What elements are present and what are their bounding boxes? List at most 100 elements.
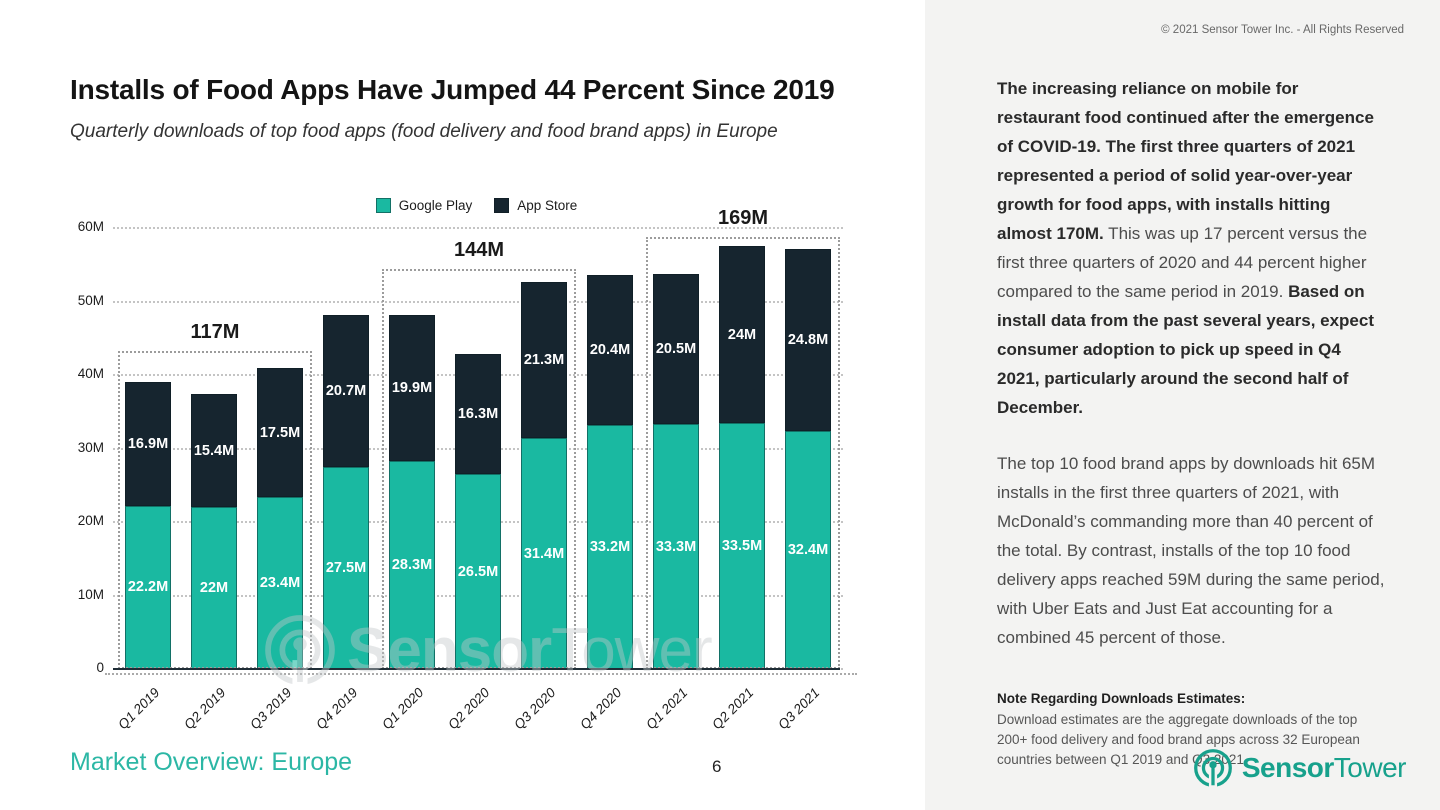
slide-footer-label: Market Overview: Europe: [70, 748, 353, 776]
bar-value-label: 33.2M: [589, 538, 631, 555]
x-tick-label: Q4 2020: [577, 685, 625, 733]
x-tick-label: Q4 2019: [313, 685, 361, 733]
x-axis-line: [113, 668, 840, 670]
x-tick-label: Q1 2019: [115, 685, 163, 733]
sensor-tower-logo-text: SensorTower: [1241, 752, 1407, 783]
copyright-notice: © 2021 Sensor Tower Inc. - All Rights Re…: [1161, 24, 1404, 36]
bar-segment-google-play: 32.4M: [785, 430, 831, 669]
annotation-total-label: 144M: [453, 239, 505, 262]
sensor-tower-logo-icon: [1193, 749, 1232, 788]
x-tick-label: Q3 2021: [775, 685, 823, 733]
bar-value-label: 20.7M: [325, 382, 367, 399]
bar-value-label: 33.3M: [655, 538, 697, 555]
bar-value-label: 28.3M: [391, 557, 433, 573]
bar-segment-google-play: 27.5M: [323, 466, 369, 669]
downloads-estimates-note: Note Regarding Downloads Estimates: Down…: [997, 689, 1367, 770]
bar-segment-google-play: 33.3M: [653, 424, 699, 669]
bar-segment-google-play: 33.5M: [719, 422, 765, 669]
y-tick-label: 0: [96, 660, 104, 675]
annotation-total-label: 117M: [190, 321, 240, 344]
bar-segment-google-play: 33.2M: [587, 424, 633, 669]
annotation-total-label: 169M: [717, 206, 769, 229]
bar-segment-app-store: 24.8M: [785, 248, 831, 431]
commentary-paragraph-1: The increasing reliance on mobile for re…: [997, 74, 1385, 422]
bar-value-label: 22.2M: [127, 579, 169, 596]
axis-baseline-dots: [105, 673, 857, 675]
x-tick-label: Q2 2019: [181, 685, 229, 733]
bar-segment-app-store: 20.7M: [323, 314, 369, 467]
y-tick-label: 40M: [77, 366, 104, 381]
bar-segment-app-store: 20.5M: [653, 273, 699, 425]
bar-segment-google-play: 31.4M: [521, 438, 567, 669]
y-axis: 0 10M 20M 30M 40M 50M 60M: [0, 219, 104, 675]
bar-value-label: 19.9M: [391, 379, 433, 396]
legend-item-app-store: App Store: [494, 198, 577, 213]
legend-label: App Store: [517, 198, 578, 213]
bar-segment-app-store: 24M: [719, 246, 765, 423]
x-tick-label: Q2 2021: [709, 685, 757, 733]
y-tick-label: 50M: [77, 292, 104, 308]
bar-value-label: 24.8M: [787, 331, 829, 348]
app-store-swatch-icon: [494, 198, 510, 213]
commentary-panel: © 2021 Sensor Tower Inc. - All Rights Re…: [925, 0, 1440, 810]
chart-panel: Installs of Food Apps Have Jumped 44 Per…: [0, 74, 857, 776]
bar-segment-google-play: 28.3M: [389, 461, 435, 669]
commentary-paragraph-2: The top 10 food brand apps by downloads …: [997, 454, 1385, 647]
x-tick-label: Q1 2020: [379, 685, 427, 733]
commentary-content: The increasing reliance on mobile for re…: [997, 74, 1385, 770]
bar-segment-app-store: 16.9M: [125, 381, 171, 506]
bar-segment-app-store: 19.9M: [389, 314, 435, 461]
bar-value-label: 23.4M: [259, 575, 301, 591]
y-tick-label: 60M: [77, 219, 104, 234]
y-tick-label: 10M: [77, 586, 104, 602]
bar-value-label: 15.4M: [193, 442, 235, 459]
y-tick-label: 20M: [77, 513, 104, 528]
bar-value-label: 20.4M: [589, 342, 631, 359]
bar-value-label: 21.3M: [523, 351, 565, 368]
bar-segment-app-store: 16.3M: [455, 354, 501, 475]
annotation-box-169M: [646, 236, 840, 669]
bar-chart: SensorTower 22.2M 16.9M Q1 2019 22M 15.4M Q2 …: [105, 207, 857, 732]
note-title: Note Regarding Downloads Estimates:: [997, 691, 1246, 706]
bar-segment-google-play: 22M: [191, 507, 237, 669]
bar-value-label: 27.5M: [325, 559, 367, 576]
sensor-tower-logo: SensorTower: [1193, 748, 1407, 788]
page-number: 6: [712, 757, 722, 776]
page-subtitle: Quarterly downloads of top food apps (fo…: [70, 121, 778, 142]
y-tick-label: 30M: [77, 439, 104, 455]
legend-item-google-play: Google Play: [375, 198, 473, 213]
bar-value-label: 16.9M: [127, 435, 169, 452]
bar-segment-app-store: 15.4M: [191, 394, 237, 508]
bar-segment-app-store: 17.5M: [257, 368, 303, 498]
x-tick-label: Q3 2020: [511, 685, 559, 733]
bar-value-label: 17.5M: [259, 424, 301, 441]
bar-value-label: 32.4M: [787, 541, 829, 558]
x-tick-label: Q3 2019: [247, 685, 295, 733]
gridline-50M: [113, 300, 843, 303]
bar-value-label: 20.5M: [655, 340, 697, 357]
note-body: Download estimates are the aggregate dow…: [997, 712, 1360, 767]
chart-legend: Google Play App Store: [113, 198, 840, 213]
bar-segment-google-play: 22.2M: [125, 505, 171, 669]
annotation-box-117M: [118, 351, 312, 669]
x-tick-label: Q2 2020: [445, 685, 493, 733]
bar-value-label: 16.3M: [457, 406, 499, 423]
bar-value-label: 22M: [199, 580, 229, 597]
bar-value-label: 26.5M: [457, 563, 499, 580]
x-tick-label: Q1 2021: [643, 685, 691, 733]
gridline-60M: [113, 227, 843, 229]
paragraph1-bold-intro: The increasing reliance on mobile for re…: [997, 79, 1374, 243]
bar-value-label: 24M: [727, 326, 757, 343]
bar-value-label: 31.4M: [523, 545, 565, 562]
page-title: Installs of Food Apps Have Jumped 44 Per…: [70, 74, 835, 105]
bar-segment-google-play: 26.5M: [455, 474, 501, 669]
bar-segment-google-play: 23.4M: [257, 497, 303, 669]
annotation-box-144M: [382, 269, 576, 669]
paragraph1-bold-end: Based on install data from the past seve…: [997, 282, 1375, 417]
bar-segment-app-store: 21.3M: [521, 281, 567, 439]
bar-segment-app-store: 20.4M: [587, 275, 633, 425]
bar-value-label: 33.5M: [721, 537, 763, 554]
legend-label: Google Play: [398, 198, 473, 213]
paragraph1-regular: This was up 17 percent versus the first …: [997, 224, 1368, 301]
google-play-swatch-icon: [375, 198, 391, 213]
